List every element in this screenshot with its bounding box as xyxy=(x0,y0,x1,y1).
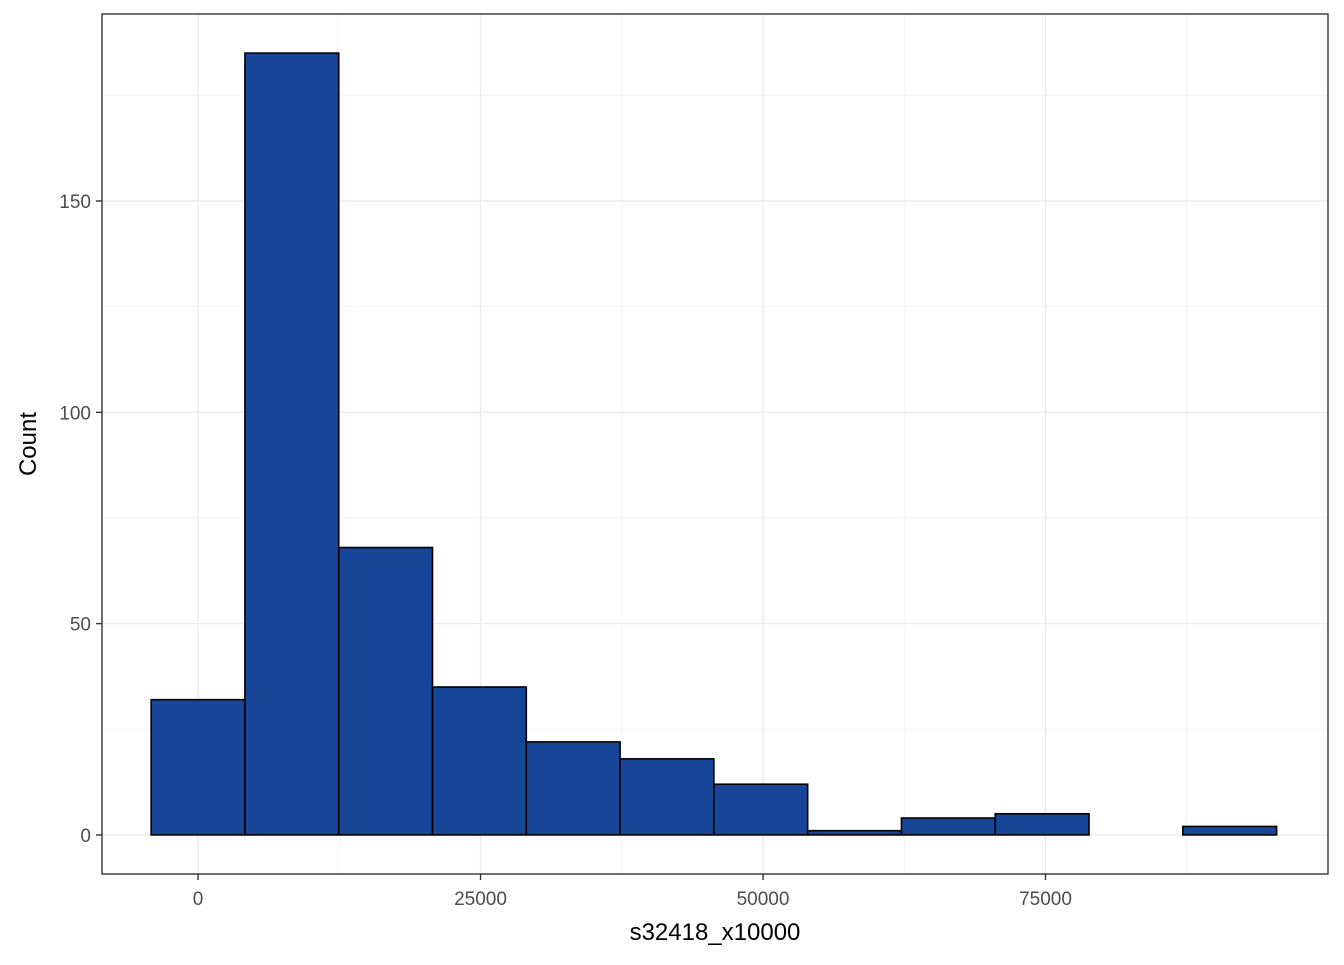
y-tick-label: 50 xyxy=(70,615,91,636)
histogram-bar xyxy=(525,741,621,836)
panel-border xyxy=(101,13,1329,875)
x-axis-title: s32418_x10000 xyxy=(630,919,801,946)
histogram-bar xyxy=(431,686,528,836)
histogram-bar xyxy=(1182,825,1278,836)
axis-tick-labels: 0 25000 50000 75000 0 50 100 150 xyxy=(59,192,1072,910)
y-axis-title: Count xyxy=(15,412,42,476)
histogram-bar xyxy=(150,698,246,836)
axis-ticks xyxy=(96,200,1047,880)
y-tick-label: 150 xyxy=(59,192,91,213)
histogram-bars xyxy=(150,52,1278,836)
x-tick-label: 50000 xyxy=(737,889,790,910)
x-tick-label: 75000 xyxy=(1019,889,1072,910)
histogram-bar xyxy=(994,812,1090,836)
histogram-bar xyxy=(900,817,997,836)
histogram-bar xyxy=(713,783,809,836)
x-tick-label: 25000 xyxy=(454,889,507,910)
histogram-bar xyxy=(337,546,434,836)
y-tick-label: 100 xyxy=(59,403,91,424)
y-tick-label: 0 xyxy=(80,826,91,847)
x-tick-label: 0 xyxy=(193,889,204,910)
histogram-bar xyxy=(619,758,715,836)
histogram-bar xyxy=(806,829,903,836)
histogram-bar xyxy=(244,52,340,836)
